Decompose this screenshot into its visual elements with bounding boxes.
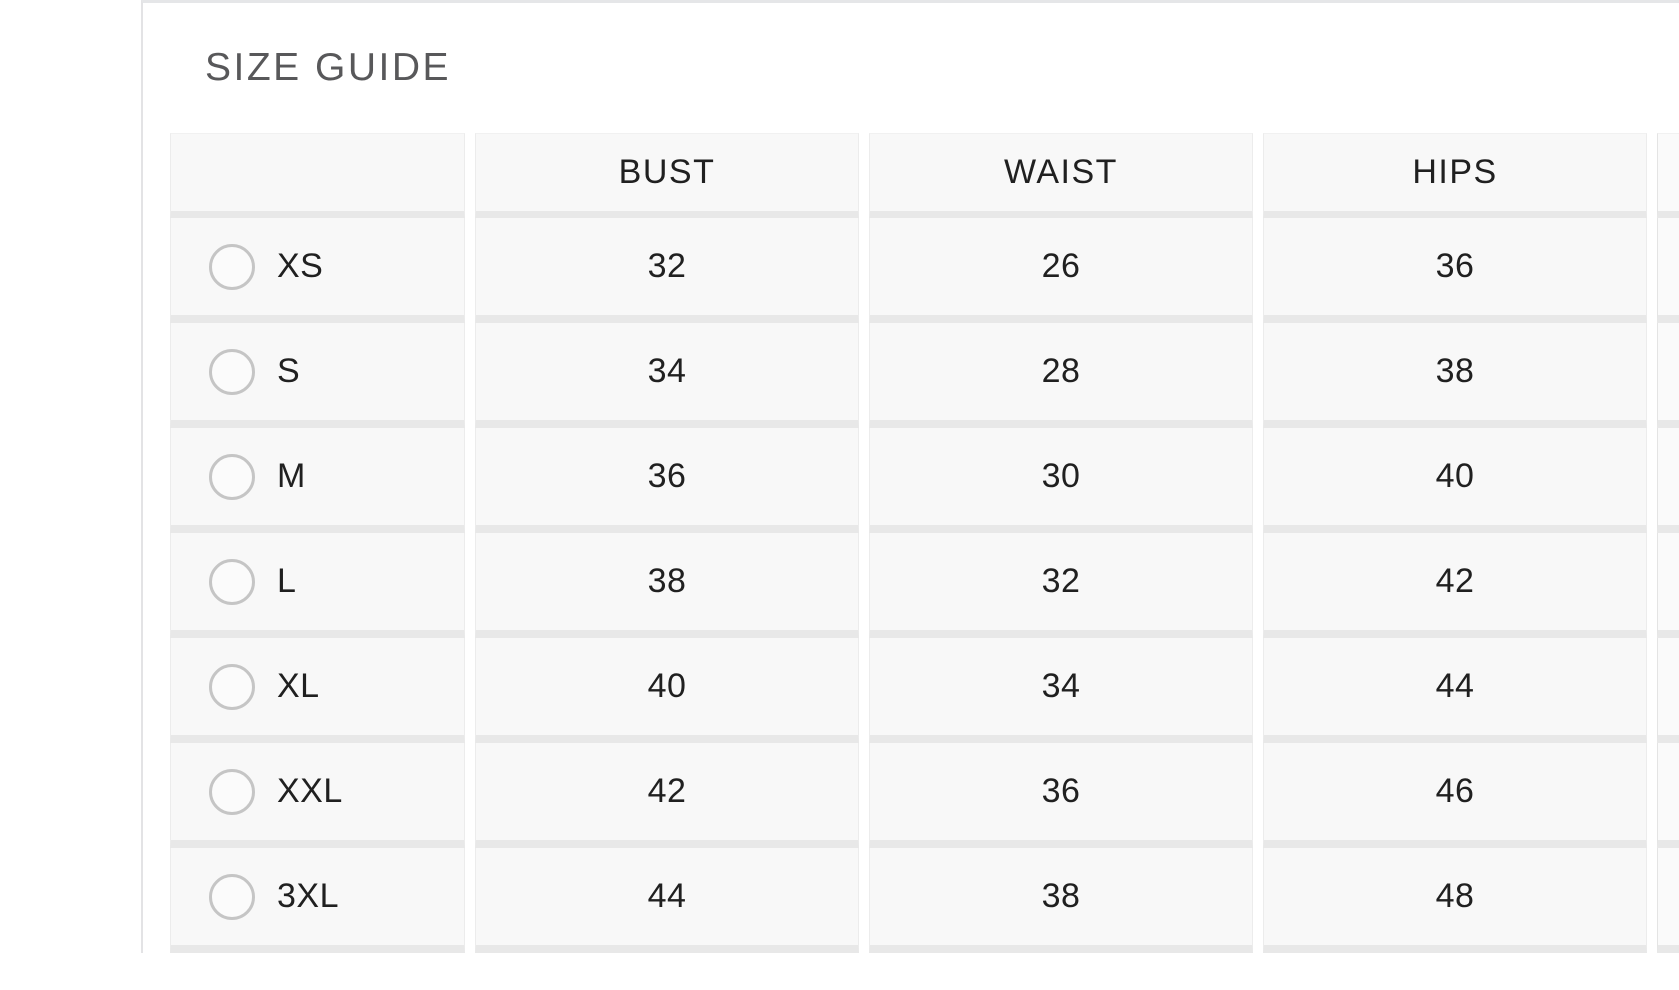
size-radio-icon[interactable] (209, 558, 255, 605)
waist-value-cell: 26 (869, 218, 1253, 323)
waist-value-cell: 28 (869, 323, 1253, 428)
size-radio-icon[interactable] (209, 663, 255, 710)
waist-value-cell: 36 (869, 743, 1253, 848)
size-label: M (277, 457, 306, 495)
size-option-cell-xxl[interactable]: XXL (170, 743, 465, 848)
size-label: 3XL (277, 877, 339, 915)
header-cell-hips: HIPS (1263, 133, 1647, 218)
hips-value-cell: 42 (1263, 533, 1647, 638)
hips-value-cell: 36 (1263, 218, 1647, 323)
bust-value-cell: 34 (475, 323, 859, 428)
clipped-column-header-cell (1657, 133, 1679, 218)
header-cell-waist: WAIST (869, 133, 1253, 218)
size-label: S (277, 352, 301, 390)
size-option-cell-3xl[interactable]: 3XL (170, 848, 465, 953)
bust-value-cell: 32 (475, 218, 859, 323)
bust-value-cell: 42 (475, 743, 859, 848)
size-guide-table: BUST WAIST HIPS XS 32 26 36 S 34 28 38 (170, 133, 1679, 953)
size-option-cell-xl[interactable]: XL (170, 638, 465, 743)
hips-value-cell: 38 (1263, 323, 1647, 428)
size-guide-title: SIZE GUIDE (205, 46, 452, 89)
hips-value-cell: 44 (1263, 638, 1647, 743)
size-option-cell-xs[interactable]: XS (170, 218, 465, 323)
hips-value-cell: 40 (1263, 428, 1647, 533)
clipped-column-cell (1657, 533, 1679, 638)
clipped-column-cell (1657, 323, 1679, 428)
hips-value-cell: 46 (1263, 743, 1647, 848)
size-radio-icon[interactable] (209, 873, 255, 920)
clipped-column-cell (1657, 428, 1679, 533)
size-label: XL (277, 667, 320, 705)
clipped-column-cell (1657, 218, 1679, 323)
size-radio-icon[interactable] (209, 243, 255, 290)
size-guide-panel: SIZE GUIDE BUST WAIST HIPS XS 32 26 36 S (141, 0, 1679, 953)
clipped-column-cell (1657, 638, 1679, 743)
size-label: L (277, 562, 297, 600)
bust-value-cell: 36 (475, 428, 859, 533)
hips-value-cell: 48 (1263, 848, 1647, 953)
bust-value-cell: 44 (475, 848, 859, 953)
size-label: XXL (277, 772, 343, 810)
clipped-column-cell (1657, 848, 1679, 953)
size-radio-icon[interactable] (209, 768, 255, 815)
header-cell-size (170, 133, 465, 218)
waist-value-cell: 32 (869, 533, 1253, 638)
size-option-cell-l[interactable]: L (170, 533, 465, 638)
size-label: XS (277, 247, 324, 285)
bust-value-cell: 40 (475, 638, 859, 743)
size-option-cell-s[interactable]: S (170, 323, 465, 428)
size-option-cell-m[interactable]: M (170, 428, 465, 533)
waist-value-cell: 38 (869, 848, 1253, 953)
size-radio-icon[interactable] (209, 348, 255, 395)
size-radio-icon[interactable] (209, 453, 255, 500)
clipped-column-cell (1657, 743, 1679, 848)
waist-value-cell: 34 (869, 638, 1253, 743)
header-cell-bust: BUST (475, 133, 859, 218)
bust-value-cell: 38 (475, 533, 859, 638)
waist-value-cell: 30 (869, 428, 1253, 533)
